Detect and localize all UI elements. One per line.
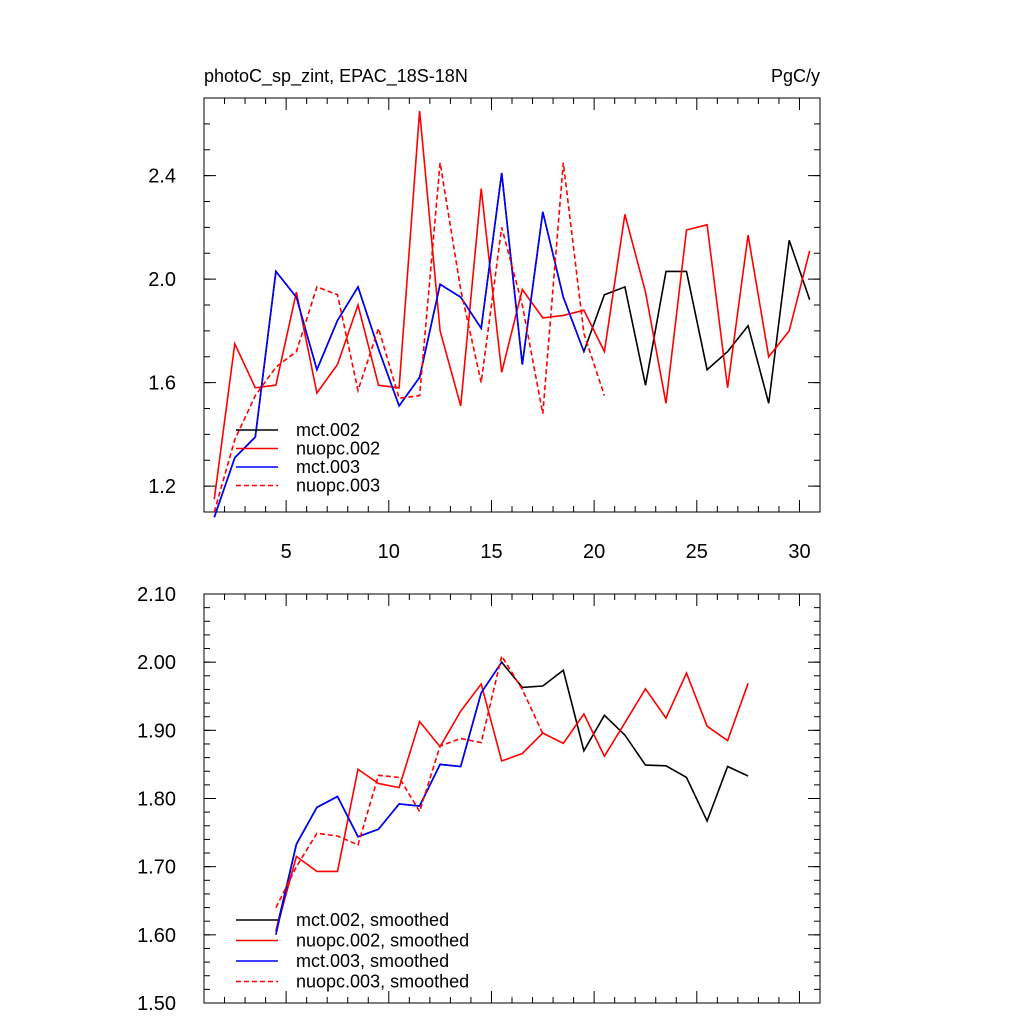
series-line-nuopc-002: [213, 110, 811, 500]
series-line-mct-002-smoothed: [275, 660, 749, 932]
top-panel: photoC_sp_zint, EPAC_18S-18N PgC/y 5 10 15…: [148, 66, 821, 563]
legend-label: nuopc.003: [296, 476, 380, 496]
legend-label: nuopc.003, smoothed: [296, 972, 469, 992]
legend-label: mct.003, smoothed: [296, 951, 449, 971]
y-tick-label: 2.4: [148, 166, 176, 188]
x-tick-label: 10: [378, 541, 400, 563]
y-tick-label: 1.70: [137, 857, 176, 879]
bottom-panel: 1.50 1.60 1.70 1.80 1.90 2.00 2.10 mct.002, smo…: [137, 584, 821, 1015]
series-line-nuopc-003: [213, 162, 606, 513]
legend-label: mct.002: [296, 420, 360, 440]
y-tick-label: 1.60: [137, 925, 176, 947]
y-tick-label: 1.90: [137, 720, 176, 742]
series-line-mct-003: [213, 172, 585, 518]
x-tick-label: 30: [788, 541, 810, 563]
y-tick-label: 1.6: [148, 373, 176, 395]
series-line-nuopc-003-smoothed: [275, 653, 544, 908]
x-tick-label: 25: [686, 541, 708, 563]
y-tick-label: 1.80: [137, 789, 176, 811]
series-line-nuopc-002-smoothed: [275, 671, 749, 932]
y-tick-label: 1.50: [137, 993, 176, 1015]
y-tick-label: 2.0: [148, 269, 176, 291]
y-tick-label: 1.2: [148, 476, 176, 498]
x-tick-label: 5: [281, 541, 292, 563]
top-chart-title: photoC_sp_zint, EPAC_18S-18N: [204, 66, 468, 87]
legend-label: mct.002, smoothed: [296, 910, 449, 930]
y-tick-label: 2.00: [137, 652, 176, 674]
legend-label: nuopc.002, smoothed: [296, 931, 469, 951]
y-tick-label: 2.10: [137, 584, 176, 606]
x-tick-label: 20: [583, 541, 605, 563]
series-line-mct-003-smoothed: [275, 661, 503, 935]
x-tick-label: 15: [480, 541, 502, 563]
legend-label: nuopc.002: [296, 439, 380, 459]
top-chart-units: PgC/y: [771, 66, 820, 86]
legend-label: mct.003: [296, 457, 360, 477]
